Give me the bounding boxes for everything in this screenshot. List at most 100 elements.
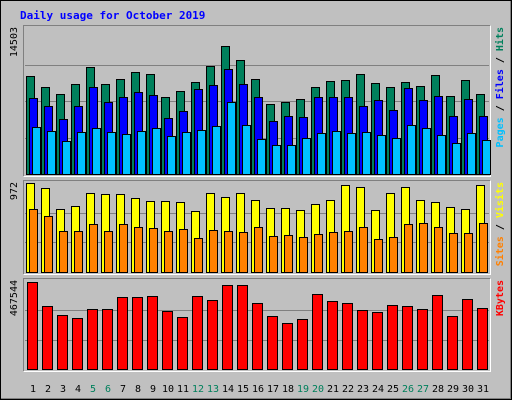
day-label-27: 27 xyxy=(417,384,429,395)
day-label-18: 18 xyxy=(282,384,294,395)
bar-pages-day-12 xyxy=(197,130,206,175)
bar-kbytes-day-20 xyxy=(312,294,323,370)
day-label-15: 15 xyxy=(237,384,249,395)
bar-sites-day-28 xyxy=(434,227,443,273)
bar-pages-day-23 xyxy=(362,132,371,175)
bar-kbytes-day-18 xyxy=(282,323,293,370)
bar-kbytes-day-24 xyxy=(372,312,383,370)
legend-hits: Hits xyxy=(494,27,506,51)
bar-kbytes-day-1 xyxy=(27,282,38,370)
panel-visits-plot-area-highlight xyxy=(23,180,491,275)
bar-sites-day-13 xyxy=(209,230,218,273)
bar-sites-day-1 xyxy=(29,209,38,273)
day-label-2: 2 xyxy=(45,384,51,395)
bar-sites-day-4 xyxy=(74,231,83,273)
bar-kbytes-day-31 xyxy=(477,308,488,370)
panel-kbytes-scale-label: 467544 xyxy=(9,280,20,316)
legend-pages: Pages xyxy=(495,117,506,147)
bar-kbytes-day-26 xyxy=(402,306,413,370)
panel-kbytes: 467544 KBytes xyxy=(9,278,506,372)
day-label-12: 12 xyxy=(192,384,204,395)
bar-sites-day-18 xyxy=(284,235,293,273)
bar-kbytes-day-8 xyxy=(132,297,143,370)
bar-kbytes-day-22 xyxy=(342,303,353,370)
day-label-1: 1 xyxy=(30,384,36,395)
legend-separator: / xyxy=(495,99,506,117)
bar-pages-day-24 xyxy=(377,135,386,175)
day-label-10: 10 xyxy=(162,384,174,395)
bar-kbytes-day-30 xyxy=(462,299,473,370)
legend-separator: / xyxy=(495,218,506,236)
day-label-3: 3 xyxy=(60,384,66,395)
bar-pages-day-2 xyxy=(47,131,56,175)
panel-kbytes-plot-area-highlight xyxy=(23,278,491,372)
panel-kbytes-legend: KBytes xyxy=(495,280,506,316)
day-label-6: 6 xyxy=(105,384,111,395)
bar-pages-day-19 xyxy=(302,138,311,175)
bar-sites-day-24 xyxy=(374,239,383,273)
bar-sites-day-29 xyxy=(449,233,458,273)
bar-sites-day-8 xyxy=(134,227,143,273)
legend-files: Files xyxy=(494,69,506,99)
bar-pages-day-30 xyxy=(467,133,476,175)
bar-sites-day-12 xyxy=(194,238,203,273)
legend-separator: / xyxy=(495,51,506,69)
bar-kbytes-day-5 xyxy=(87,309,98,370)
bar-sites-day-17 xyxy=(269,236,278,273)
day-label-23: 23 xyxy=(357,384,369,395)
day-label-17: 17 xyxy=(267,384,279,395)
bar-pages-day-28 xyxy=(437,135,446,175)
bar-sites-day-3 xyxy=(59,231,68,273)
bar-kbytes-day-15 xyxy=(237,285,248,370)
day-label-28: 28 xyxy=(432,384,444,395)
day-label-4: 4 xyxy=(75,384,81,395)
bar-pages-day-4 xyxy=(77,132,86,175)
bar-pages-day-10 xyxy=(167,136,176,175)
bar-pages-day-8 xyxy=(137,131,146,175)
day-label-7: 7 xyxy=(120,384,126,395)
bar-sites-day-14 xyxy=(224,231,233,273)
day-labels: 1 2 3 4 5 6 7 8 9 10 11 12 13 14 15 16 17 18 19 20 21 22 23 24 2… xyxy=(30,384,489,395)
bar-kbytes-day-7 xyxy=(117,297,128,370)
bar-pages-day-16 xyxy=(257,139,266,175)
bar-sites-day-19 xyxy=(299,237,308,273)
bar-pages-day-6 xyxy=(107,132,116,175)
bar-sites-day-30 xyxy=(464,233,473,273)
panel-kbytes-plot-area-shade xyxy=(23,278,491,372)
bar-pages-day-27 xyxy=(422,128,431,175)
bar-sites-day-26 xyxy=(404,224,413,273)
day-label-26: 26 xyxy=(402,384,414,395)
bar-pages-day-1 xyxy=(32,127,41,175)
bar-kbytes-day-3 xyxy=(57,315,68,370)
day-label-25: 25 xyxy=(387,384,399,395)
bar-kbytes-day-19 xyxy=(297,319,308,370)
legend-kbytes: KBytes xyxy=(495,280,506,316)
bar-kbytes-day-23 xyxy=(357,310,368,370)
day-label-8: 8 xyxy=(135,384,141,395)
bar-pages-day-26 xyxy=(407,125,416,175)
day-label-11: 11 xyxy=(177,384,189,395)
bar-sites-day-31 xyxy=(479,223,488,273)
bar-sites-day-7 xyxy=(119,224,128,273)
panel-hits-scale-label: 14503 xyxy=(9,27,20,57)
chart-title: Daily usage for October 2019 xyxy=(20,9,205,22)
bar-sites-day-21 xyxy=(329,232,338,273)
day-label-5: 5 xyxy=(90,384,96,395)
bar-kbytes-day-14 xyxy=(222,285,233,370)
bar-sites-day-5 xyxy=(89,224,98,273)
bar-kbytes-day-16 xyxy=(252,303,263,370)
bar-pages-day-21 xyxy=(332,131,341,175)
day-label-29: 29 xyxy=(447,384,459,395)
legend-sites: Sites xyxy=(494,236,506,266)
bar-sites-day-27 xyxy=(419,223,428,273)
panel-hits-plot-area-highlight xyxy=(23,25,491,177)
bar-sites-day-16 xyxy=(254,227,263,273)
bar-kbytes-day-9 xyxy=(147,296,158,370)
bar-kbytes-day-27 xyxy=(417,309,428,370)
panel-visits: 972 Sites / Visits xyxy=(9,180,506,275)
bar-sites-day-20 xyxy=(314,234,323,273)
panel-visits-plot-area-shade xyxy=(23,180,491,275)
bar-pages-day-20 xyxy=(317,133,326,175)
